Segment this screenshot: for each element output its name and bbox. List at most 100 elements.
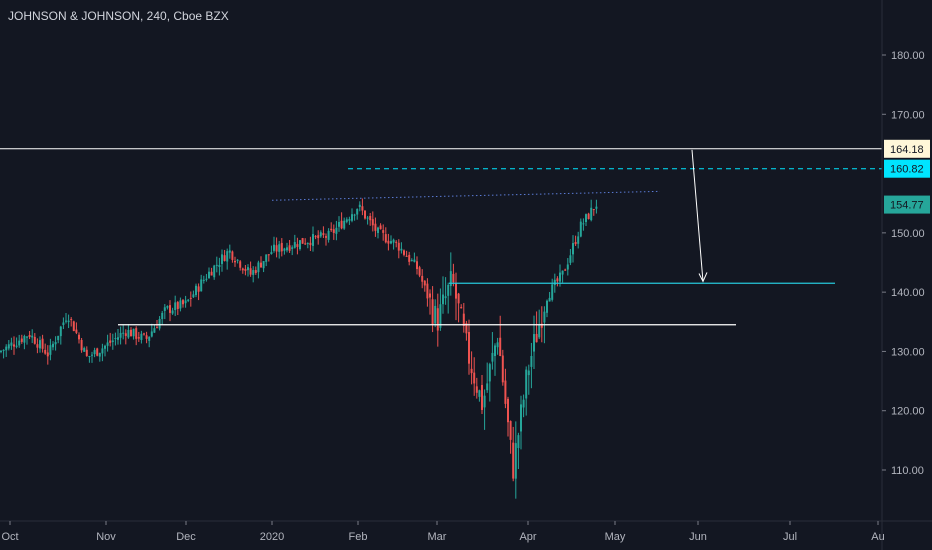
candle-body — [574, 242, 577, 245]
candle-body — [572, 243, 574, 255]
candle-body — [587, 213, 590, 219]
candle-body — [582, 223, 585, 225]
candle-body — [442, 294, 444, 305]
candle-body — [299, 240, 301, 250]
candle-body — [361, 206, 364, 211]
candle-body — [577, 236, 580, 244]
candle-body — [236, 259, 239, 261]
arrow-head — [698, 272, 708, 283]
y-tick-label: 140.00 — [891, 287, 925, 299]
candle-body — [522, 399, 525, 408]
x-tick-label: Nov — [96, 531, 116, 543]
candle-body — [462, 313, 465, 327]
candle-body — [327, 230, 330, 240]
candle-body — [431, 299, 434, 325]
candle-body — [319, 232, 322, 237]
candle-body — [335, 227, 338, 234]
candle-body — [395, 241, 398, 243]
y-tick-label: 110.00 — [891, 465, 924, 477]
candle-body — [413, 259, 416, 262]
candle-body — [379, 225, 382, 230]
candle-body — [26, 336, 28, 338]
candle-body — [143, 333, 145, 335]
candle-body — [340, 220, 343, 229]
candle-body — [543, 311, 546, 323]
candle-body — [348, 219, 351, 221]
candle-body — [260, 262, 262, 268]
candle-body — [163, 307, 166, 312]
candle-body — [239, 261, 242, 268]
candle-body — [13, 344, 15, 347]
candle-body — [569, 255, 572, 263]
candle-body — [202, 279, 205, 281]
chart-title: JOHNSON & JOHNSON, 240, Cboe BZX — [8, 9, 229, 23]
candle-body — [538, 324, 541, 338]
candle-body — [46, 352, 49, 357]
candle-body — [455, 283, 457, 299]
candle-body — [135, 328, 138, 339]
candle-body — [39, 340, 41, 349]
candle-body — [457, 293, 460, 304]
candle-body — [0, 350, 2, 352]
candle-body — [486, 383, 489, 391]
candle-body — [286, 247, 288, 251]
candle-body — [241, 268, 244, 271]
candle-body — [403, 250, 405, 255]
candle-body — [306, 243, 309, 245]
price-badge-label: 154.77 — [890, 200, 924, 212]
candle-body — [353, 214, 356, 216]
candle-body — [585, 214, 587, 223]
candle-body — [127, 329, 130, 338]
candle-body — [559, 272, 561, 282]
candle-body — [31, 335, 34, 338]
candle-body — [332, 229, 335, 233]
candle-body — [366, 217, 369, 219]
candle-body — [478, 390, 481, 397]
candle-body — [171, 310, 174, 314]
candle-body — [72, 321, 75, 332]
candle-body — [418, 267, 421, 276]
candle-body — [2, 349, 5, 351]
candle-body — [200, 279, 203, 292]
candle-body — [257, 262, 260, 273]
candle-body — [205, 278, 208, 280]
candle-body — [405, 255, 408, 257]
candle-body — [223, 255, 226, 261]
y-tick-label: 150.00 — [891, 228, 925, 240]
candle-body — [275, 245, 278, 252]
candle-body — [460, 307, 463, 309]
candle-body — [98, 352, 101, 357]
time-axis: Oct Nov Dec 2020 Feb Mar Apr May Jun Jul Au — [0, 520, 932, 543]
x-tick-label: 2020 — [260, 531, 284, 543]
candle-body — [62, 322, 65, 326]
price-axis: 180.00 170.00 150.00 140.00 130.00 120.00 110.… — [881, 0, 930, 550]
candle-body — [468, 332, 470, 364]
candle-body — [252, 270, 255, 275]
candle-body — [265, 254, 268, 262]
candle-body — [41, 338, 44, 349]
candle-body — [28, 335, 31, 338]
candle-body — [312, 234, 314, 246]
candle-body — [228, 250, 231, 253]
candle-body — [273, 244, 275, 251]
candle-body — [449, 271, 452, 287]
candle-body — [496, 342, 499, 348]
candle-body — [525, 369, 528, 399]
y-tick-label: 130.00 — [891, 346, 925, 358]
candle-body — [137, 337, 140, 339]
candle-body — [369, 215, 372, 221]
candle-body — [187, 299, 190, 301]
candle-body — [561, 270, 564, 275]
candle-body — [423, 280, 426, 286]
candle-body — [382, 230, 385, 233]
candle-body — [150, 331, 153, 337]
candle-body — [579, 221, 582, 237]
candle-body — [176, 302, 179, 309]
candle-body — [70, 319, 73, 321]
candle-body — [158, 318, 161, 329]
x-tick-label: Oct — [1, 531, 18, 543]
candle-body — [36, 344, 39, 348]
candle-body — [18, 340, 21, 346]
candle-body — [221, 254, 223, 264]
